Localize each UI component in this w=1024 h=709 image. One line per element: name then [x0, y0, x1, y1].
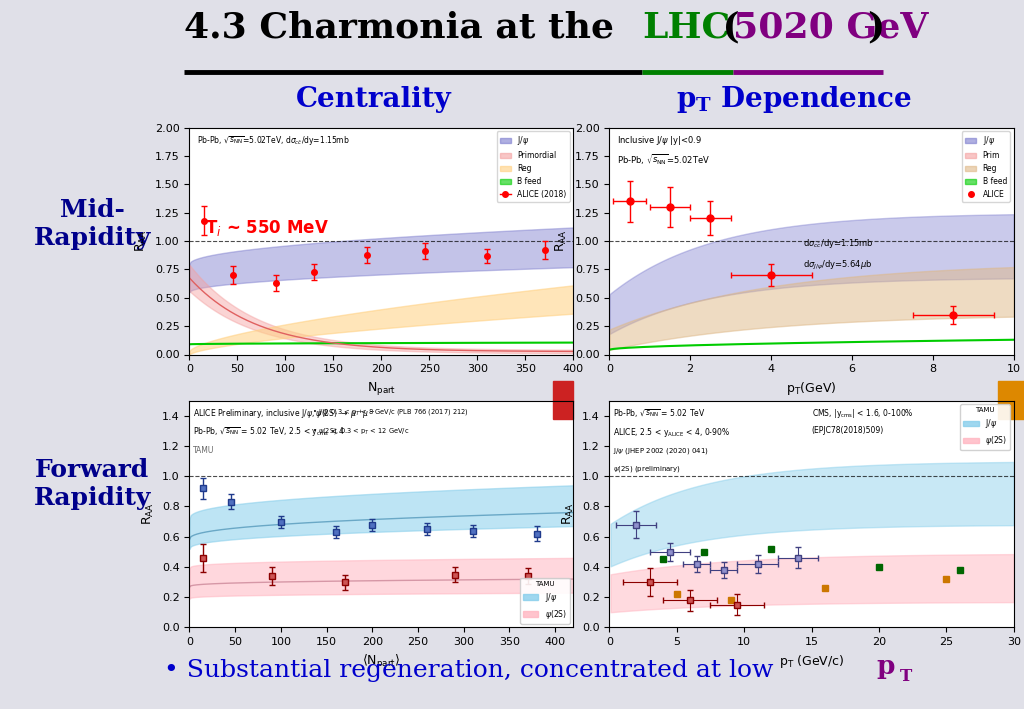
Text: (EPJC78(2018)509): (EPJC78(2018)509) — [811, 425, 884, 435]
Y-axis label: R$_\mathrm{AA}$: R$_\mathrm{AA}$ — [554, 230, 569, 252]
X-axis label: p$_\mathrm{T}$ (GeV/c): p$_\mathrm{T}$ (GeV/c) — [779, 653, 844, 670]
Text: Pb-Pb, $\sqrt{s_\mathrm{NN}}$ = 5.02 TeV, 2.5 < y$_\mathrm{cms}$ < 4: Pb-Pb, $\sqrt{s_\mathrm{NN}}$ = 5.02 TeV… — [194, 425, 345, 439]
Text: p: p — [877, 654, 895, 679]
Text: LHC: LHC — [642, 10, 730, 44]
Bar — [553, 381, 573, 419]
X-axis label: p$_\mathrm{T}$(GeV): p$_\mathrm{T}$(GeV) — [786, 380, 837, 397]
Text: Forward
Rapidity: Forward Rapidity — [34, 458, 151, 510]
Text: ALICE, 2.5 < y$_\mathrm{ALICE}$ < 4, 0-90%: ALICE, 2.5 < y$_\mathrm{ALICE}$ < 4, 0-9… — [613, 425, 730, 439]
Text: $\psi$(2S) (preliminary): $\psi$(2S) (preliminary) — [613, 464, 681, 474]
Text: ALICE Preliminary, inclusive J/$\psi$, $\psi$(2S) $\rightarrow$ $\mu^+\mu^-$: ALICE Preliminary, inclusive J/$\psi$, $… — [194, 408, 376, 421]
Text: 5020 GeV: 5020 GeV — [733, 10, 929, 44]
X-axis label: $\langle$N$_\mathrm{part}\rangle$: $\langle$N$_\mathrm{part}\rangle$ — [362, 653, 400, 671]
Text: J/$\psi$ (JHEP 2002 (2020) 041): J/$\psi$ (JHEP 2002 (2020) 041) — [613, 446, 709, 456]
Text: TAMU: TAMU — [194, 446, 215, 455]
Text: Pb-Pb, $\sqrt{s_\mathrm{NN}}$ = 5.02 TeV: Pb-Pb, $\sqrt{s_\mathrm{NN}}$ = 5.02 TeV — [613, 408, 706, 420]
Text: T$_i$ ~ 550 MeV: T$_i$ ~ 550 MeV — [205, 218, 329, 238]
Y-axis label: R$_\mathrm{AA}$: R$_\mathrm{AA}$ — [141, 503, 157, 525]
Legend: J/$\psi$, Prim, Reg, B feed, ALICE: J/$\psi$, Prim, Reg, B feed, ALICE — [962, 131, 1010, 202]
Legend: J/$\psi$, $\psi$(2S): J/$\psi$, $\psi$(2S) — [520, 578, 569, 624]
X-axis label: N$_\mathrm{part}$: N$_\mathrm{part}$ — [367, 380, 396, 397]
Bar — [997, 381, 1024, 419]
Text: • Substantial regeneration, concentrated at low: • Substantial regeneration, concentrated… — [164, 659, 781, 681]
Text: • J/$\psi$, 0.3 < p$_T$ < 8 GeV/c (PLB 766 (2017) 212): • J/$\psi$, 0.3 < p$_T$ < 8 GeV/c (PLB 7… — [312, 408, 469, 418]
Text: Centrality: Centrality — [296, 86, 452, 113]
Text: d$\sigma_{J/\psi}$/dy=5.64$\mu$b: d$\sigma_{J/\psi}$/dy=5.64$\mu$b — [804, 259, 872, 272]
Text: ): ) — [867, 10, 885, 44]
Text: Pb-Pb, $\sqrt{s_\mathrm{NN}}$=5.02TeV: Pb-Pb, $\sqrt{s_\mathrm{NN}}$=5.02TeV — [617, 152, 711, 166]
Text: Mid-
Rapidity: Mid- Rapidity — [34, 198, 151, 250]
Legend: J/$\psi$, $\psi$(2S): J/$\psi$, $\psi$(2S) — [961, 404, 1010, 450]
Y-axis label: R$_\mathrm{AA}$: R$_\mathrm{AA}$ — [561, 503, 577, 525]
Text: • $\psi$(2S), 0.3 < p$_T$ < 12 GeV/c: • $\psi$(2S), 0.3 < p$_T$ < 12 GeV/c — [312, 425, 410, 435]
Text: (: ( — [710, 10, 739, 44]
Text: CMS, |y$_\mathrm{cms}$| < 1.6, 0-100%: CMS, |y$_\mathrm{cms}$| < 1.6, 0-100% — [811, 408, 913, 420]
Text: Pb-Pb, $\sqrt{s_\mathrm{NN}}$=5.02TeV, d$\sigma_{c\bar{c}}$/dy=1.15mb: Pb-Pb, $\sqrt{s_\mathrm{NN}}$=5.02TeV, d… — [197, 135, 350, 148]
Text: p$_\mathregular{T}$ Dependence: p$_\mathregular{T}$ Dependence — [676, 84, 911, 115]
Text: Inclusive J/$\psi$ |y|<0.9: Inclusive J/$\psi$ |y|<0.9 — [617, 135, 702, 147]
Text: T: T — [900, 668, 912, 685]
Text: d$\sigma_{c\bar{c}}$/dy=1.15mb: d$\sigma_{c\bar{c}}$/dy=1.15mb — [804, 237, 874, 250]
Legend: J/$\psi$, Primordial, Reg, B feed, ALICE (2018): J/$\psi$, Primordial, Reg, B feed, ALICE… — [497, 131, 569, 202]
Text: 4.3 Charmonia at the: 4.3 Charmonia at the — [184, 10, 627, 44]
Y-axis label: R$_\mathrm{AA}$: R$_\mathrm{AA}$ — [134, 230, 150, 252]
